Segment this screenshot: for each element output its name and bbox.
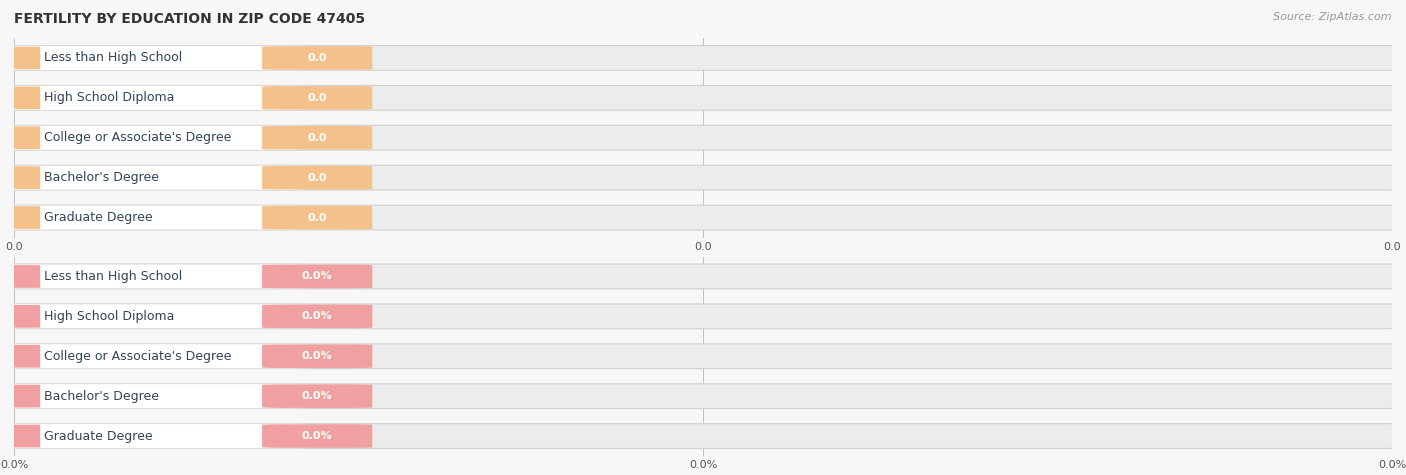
FancyBboxPatch shape — [262, 344, 373, 368]
FancyBboxPatch shape — [0, 384, 1406, 408]
Text: 0.0%: 0.0% — [302, 351, 332, 361]
Text: 0.0%: 0.0% — [302, 391, 332, 401]
FancyBboxPatch shape — [262, 206, 373, 229]
FancyBboxPatch shape — [10, 345, 41, 368]
FancyBboxPatch shape — [262, 265, 373, 288]
Text: Less than High School: Less than High School — [45, 270, 183, 283]
Text: Source: ZipAtlas.com: Source: ZipAtlas.com — [1274, 12, 1392, 22]
FancyBboxPatch shape — [262, 86, 373, 110]
FancyBboxPatch shape — [0, 264, 1406, 289]
Text: Bachelor's Degree: Bachelor's Degree — [45, 171, 159, 184]
FancyBboxPatch shape — [0, 125, 311, 150]
FancyBboxPatch shape — [0, 205, 1406, 230]
Text: 0.0%: 0.0% — [302, 431, 332, 441]
FancyBboxPatch shape — [10, 47, 41, 69]
FancyBboxPatch shape — [262, 126, 373, 150]
FancyBboxPatch shape — [0, 46, 311, 70]
Text: High School Diploma: High School Diploma — [45, 91, 174, 104]
Text: Graduate Degree: Graduate Degree — [45, 429, 153, 443]
Text: College or Associate's Degree: College or Associate's Degree — [45, 350, 232, 363]
FancyBboxPatch shape — [262, 166, 373, 190]
FancyBboxPatch shape — [0, 46, 1406, 70]
FancyBboxPatch shape — [0, 304, 311, 329]
FancyBboxPatch shape — [0, 344, 311, 369]
FancyBboxPatch shape — [262, 304, 373, 328]
FancyBboxPatch shape — [0, 205, 311, 230]
FancyBboxPatch shape — [10, 425, 41, 447]
FancyBboxPatch shape — [0, 86, 311, 110]
FancyBboxPatch shape — [0, 424, 311, 448]
Text: 0.0: 0.0 — [308, 93, 328, 103]
Text: High School Diploma: High School Diploma — [45, 310, 174, 323]
FancyBboxPatch shape — [0, 165, 1406, 190]
Text: Bachelor's Degree: Bachelor's Degree — [45, 390, 159, 403]
FancyBboxPatch shape — [262, 384, 373, 408]
FancyBboxPatch shape — [0, 125, 1406, 150]
Text: Less than High School: Less than High School — [45, 51, 183, 65]
FancyBboxPatch shape — [10, 126, 41, 149]
Text: College or Associate's Degree: College or Associate's Degree — [45, 131, 232, 144]
FancyBboxPatch shape — [0, 86, 1406, 110]
Text: 0.0: 0.0 — [308, 53, 328, 63]
FancyBboxPatch shape — [0, 424, 1406, 448]
Text: 0.0: 0.0 — [308, 172, 328, 183]
FancyBboxPatch shape — [0, 304, 1406, 329]
Text: 0.0%: 0.0% — [302, 311, 332, 322]
FancyBboxPatch shape — [0, 165, 311, 190]
FancyBboxPatch shape — [10, 86, 41, 109]
FancyBboxPatch shape — [0, 264, 311, 289]
Text: 0.0: 0.0 — [308, 212, 328, 223]
FancyBboxPatch shape — [10, 265, 41, 288]
FancyBboxPatch shape — [0, 384, 311, 408]
FancyBboxPatch shape — [262, 424, 373, 448]
FancyBboxPatch shape — [10, 166, 41, 189]
FancyBboxPatch shape — [10, 385, 41, 408]
FancyBboxPatch shape — [262, 46, 373, 70]
FancyBboxPatch shape — [10, 206, 41, 229]
FancyBboxPatch shape — [10, 305, 41, 328]
Text: Graduate Degree: Graduate Degree — [45, 211, 153, 224]
FancyBboxPatch shape — [0, 344, 1406, 369]
Text: 0.0%: 0.0% — [302, 271, 332, 282]
Text: FERTILITY BY EDUCATION IN ZIP CODE 47405: FERTILITY BY EDUCATION IN ZIP CODE 47405 — [14, 12, 366, 26]
Text: 0.0: 0.0 — [308, 133, 328, 143]
